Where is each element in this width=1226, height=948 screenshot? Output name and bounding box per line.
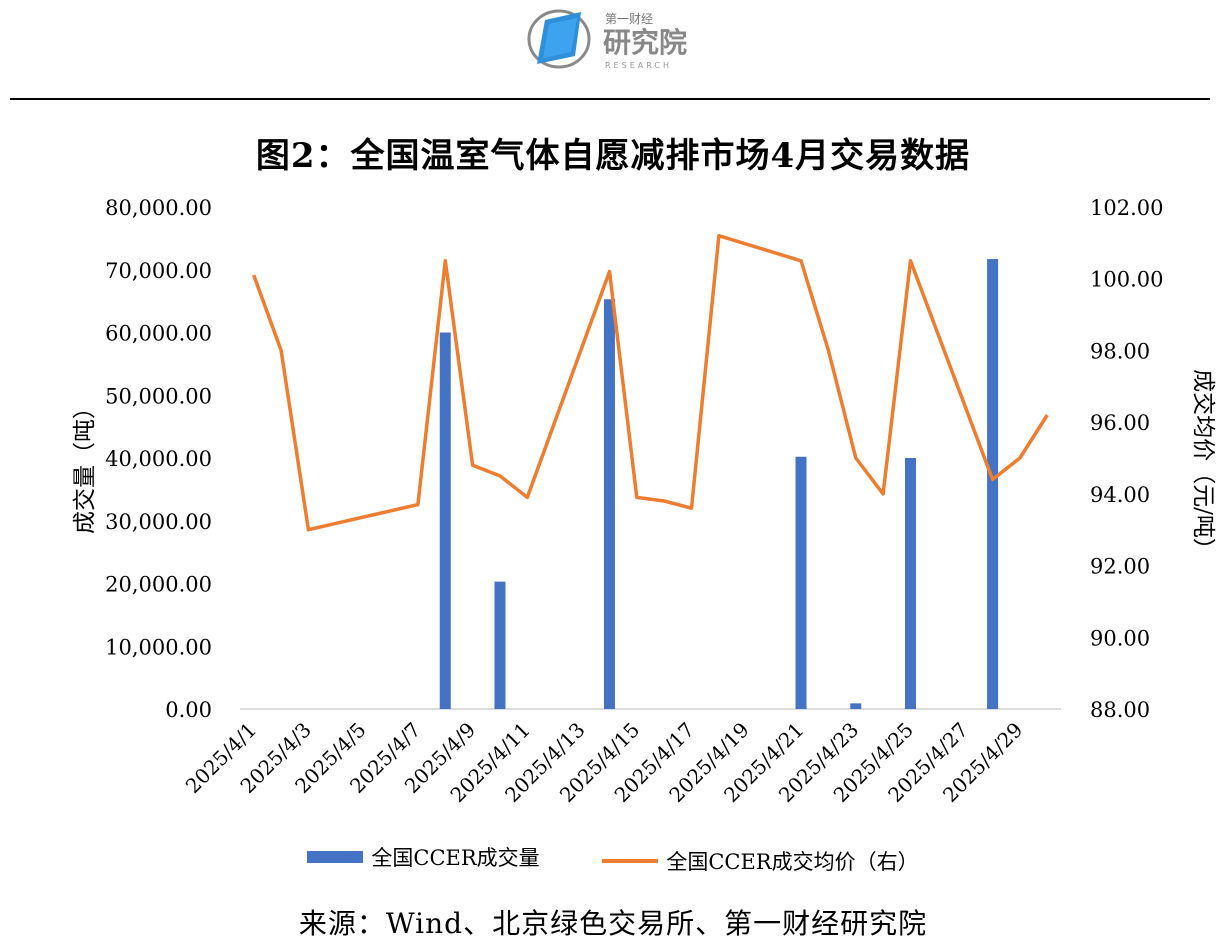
y-left-tick-label: 30,000.00: [105, 510, 212, 534]
y-left-tick-label: 80,000.00: [105, 196, 212, 220]
y-right-tick-label: 92.00: [1090, 555, 1150, 579]
volume-bar: [795, 456, 807, 709]
legend-swatch-line: [602, 859, 659, 863]
y-right-tick-label: 88.00: [1090, 698, 1150, 722]
y-right-tick-label: 94.00: [1090, 483, 1150, 507]
legend-item-volume: 全国CCER成交量: [307, 842, 540, 872]
volume-bar: [494, 581, 506, 709]
y-right-tick-label: 90.00: [1090, 626, 1150, 650]
legend-label-price: 全国CCER成交均价（右）: [666, 850, 919, 874]
y-left-tick-label: 50,000.00: [105, 384, 212, 408]
y-left-axis: 0.00 10,000.00 20,000.00 30,000.00 40,000.00…: [105, 196, 212, 722]
legend: 全国CCER成交量 全国CCER成交均价（右）: [0, 842, 1226, 876]
y-right-axis: 88.00 90.00 92.00 94.00 96.00 98.00 100.00 102.…: [1090, 196, 1163, 722]
brand-tagline: RESEARCH: [605, 61, 672, 70]
y-right-tick-label: 98.00: [1090, 339, 1150, 363]
brand-name-small: 第一财经: [605, 12, 653, 26]
legend-swatch-bar: [307, 851, 364, 863]
volume-bar: [987, 259, 999, 709]
volume-bar: [850, 703, 862, 709]
brand-name-large: 研究院: [603, 26, 687, 59]
logo-flag-highlight: [543, 18, 577, 58]
price-line: [252, 233, 1049, 532]
chart-title: 图2：全国温室气体自愿减排市场4月交易数据: [255, 136, 971, 176]
source-note: 来源：Wind、北京绿色交易所、第一财经研究院: [298, 907, 928, 940]
y-left-tick-label: 60,000.00: [105, 322, 212, 346]
y-left-tick-label: 0.00: [165, 698, 212, 722]
y-left-axis-label: 成交量（吨）: [72, 396, 98, 534]
volume-bar: [603, 299, 615, 709]
legend-label-volume: 全国CCER成交量: [371, 846, 540, 870]
logo-ring: [527, 9, 591, 69]
y-left-tick-label: 20,000.00: [105, 573, 212, 597]
y-right-axis-label: 成交均价（元/吨）: [1190, 369, 1216, 561]
volume-bar: [904, 458, 916, 709]
volume-bar: [439, 332, 451, 709]
y-right-tick-label: 96.00: [1090, 411, 1150, 435]
y-right-tick-label: 100.00: [1090, 268, 1163, 292]
x-axis: 2025/4/12025/4/32025/4/52025/4/72025/4/9…: [181, 718, 1028, 807]
y-left-tick-label: 10,000.00: [105, 635, 212, 659]
header-divider: [10, 98, 1210, 100]
y-right-tick-label: 102.00: [1090, 196, 1163, 220]
y-left-tick-label: 70,000.00: [105, 259, 212, 283]
legend-item-price: 全国CCER成交均价（右）: [602, 846, 919, 876]
line-series: [252, 233, 1049, 532]
bar-series: [439, 259, 999, 709]
brand-logo: 第一财经 研究院 RESEARCH: [527, 9, 687, 70]
y-left-tick-label: 40,000.00: [105, 447, 212, 471]
